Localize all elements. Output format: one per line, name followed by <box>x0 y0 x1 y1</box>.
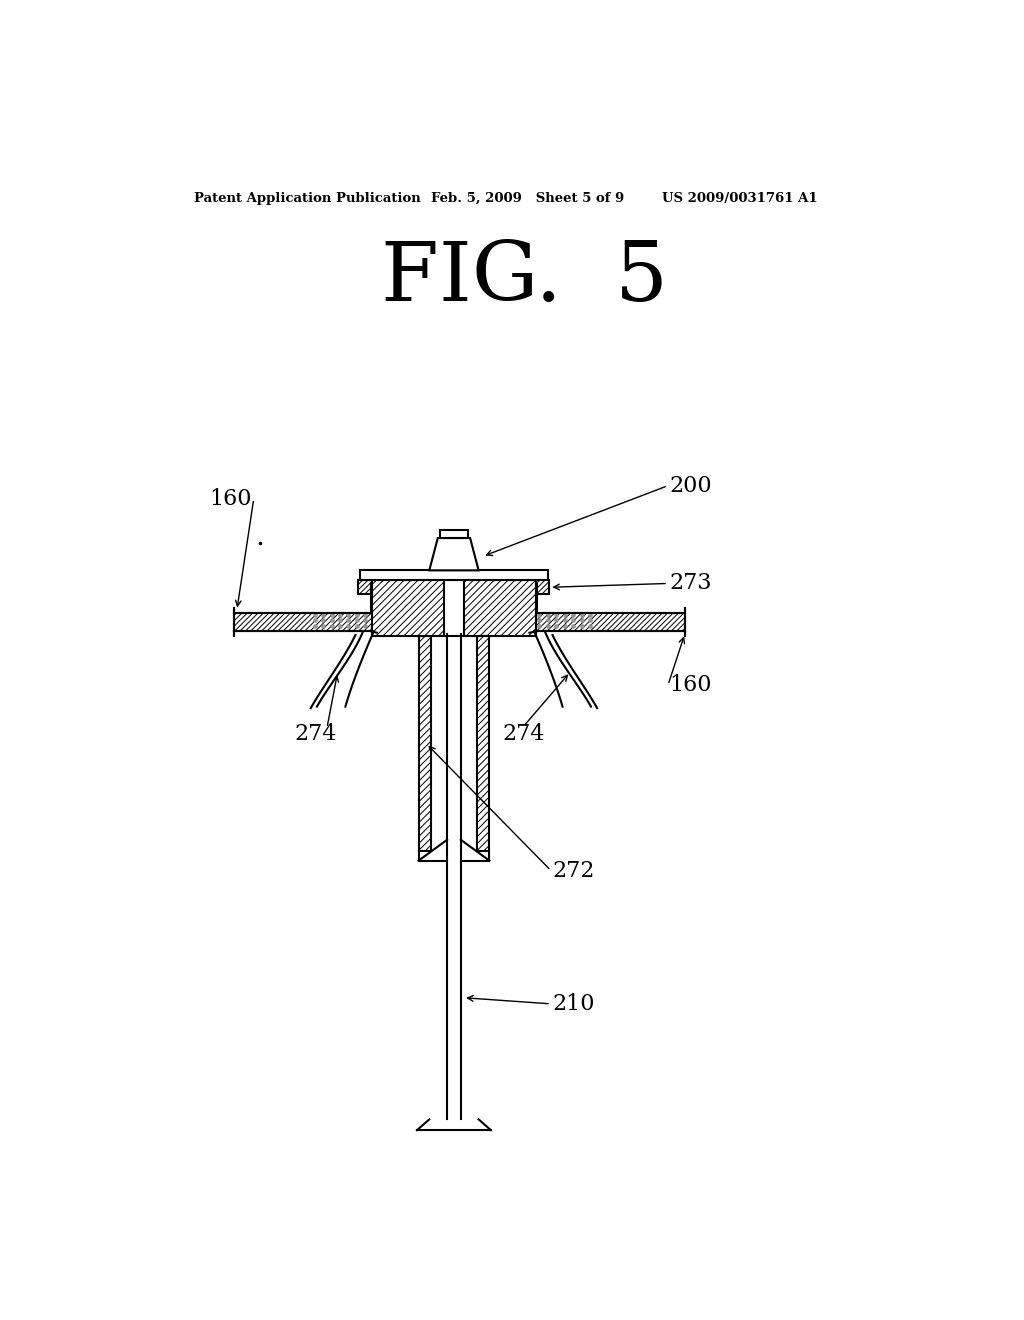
Bar <box>538 612 685 631</box>
Text: Feb. 5, 2009   Sheet 5 of 9: Feb. 5, 2009 Sheet 5 of 9 <box>431 191 624 205</box>
Bar <box>373 581 536 636</box>
Text: Patent Application Publication: Patent Application Publication <box>194 191 421 205</box>
Text: US 2009/0031761 A1: US 2009/0031761 A1 <box>662 191 817 205</box>
Bar <box>440 529 468 539</box>
Text: 210: 210 <box>553 993 595 1015</box>
Bar <box>358 581 373 594</box>
Bar <box>360 570 548 581</box>
Bar <box>477 636 489 851</box>
Bar <box>233 612 373 631</box>
Text: 160: 160 <box>210 488 252 510</box>
Bar <box>358 581 373 594</box>
Text: 273: 273 <box>670 573 712 594</box>
Text: 274: 274 <box>294 723 337 746</box>
Bar <box>233 612 373 631</box>
Bar <box>536 581 550 594</box>
Bar <box>444 581 464 636</box>
Bar <box>477 636 489 851</box>
Bar <box>419 636 431 851</box>
Bar <box>419 636 431 851</box>
Bar <box>373 581 536 636</box>
Text: 200: 200 <box>670 475 712 496</box>
Text: 160: 160 <box>670 675 712 696</box>
Polygon shape <box>233 583 377 632</box>
Bar <box>536 581 550 594</box>
Polygon shape <box>429 539 478 570</box>
Bar <box>431 636 477 851</box>
Text: FIG.  5: FIG. 5 <box>381 238 669 318</box>
Bar <box>538 612 685 631</box>
Text: 274: 274 <box>502 723 545 746</box>
Text: 272: 272 <box>553 859 595 882</box>
